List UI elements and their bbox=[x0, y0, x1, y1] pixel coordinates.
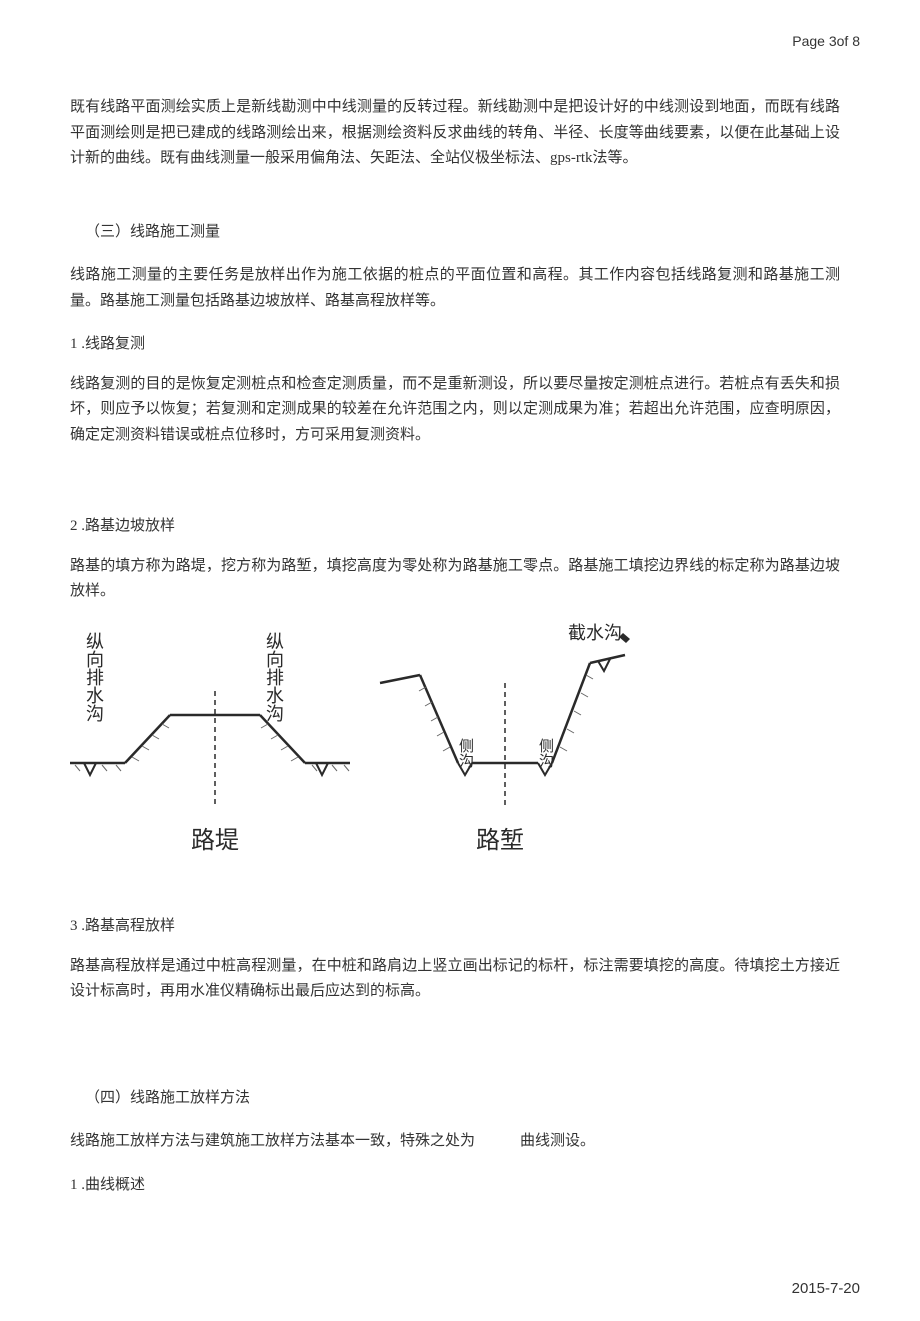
item-2-title: 2 .路基边坡放样 bbox=[70, 514, 840, 540]
svg-text:截水沟: 截水沟 bbox=[568, 623, 622, 643]
item-3-title: 3 .路基高程放样 bbox=[70, 914, 840, 940]
intro-paragraph: 既有线路平面测绘实质上是新线勘测中中线测量的反转过程。新线勘测中是把设计好的中线… bbox=[70, 95, 840, 172]
svg-text:路堤: 路堤 bbox=[191, 827, 239, 854]
item-1-title: 1 .线路复测 bbox=[70, 332, 840, 358]
section-4-item-1-title: 1 .曲线概述 bbox=[70, 1173, 840, 1199]
svg-text:纵向排水沟: 纵向排水沟 bbox=[84, 631, 104, 722]
cutting-figure: 截水沟 侧沟 侧沟 路堑 bbox=[380, 623, 630, 854]
document-body: 既有线路平面测绘实质上是新线勘测中中线测量的反转过程。新线勘测中是把设计好的中线… bbox=[70, 95, 840, 1198]
section-4-intro-b: 曲线测设。 bbox=[520, 1133, 595, 1149]
svg-text:侧沟: 侧沟 bbox=[537, 738, 554, 769]
roadbed-diagram: 纵向排水沟 纵向排水沟 路堤 bbox=[70, 623, 630, 893]
embankment-figure: 纵向排水沟 纵向排水沟 路堤 bbox=[70, 631, 350, 853]
page-number: Page 3of 8 bbox=[792, 30, 860, 54]
section-4-intro-a: 线路施工放样方法与建筑施工放样方法基本一致，特殊之处为 bbox=[70, 1133, 475, 1149]
section-3-intro: 线路施工测量的主要任务是放样出作为施工依据的桩点的平面位置和高程。其工作内容包括… bbox=[70, 263, 840, 314]
item-1-body: 线路复测的目的是恢复定测桩点和检查定测质量，而不是重新测设，所以要尽量按定测桩点… bbox=[70, 372, 840, 449]
svg-text:侧沟: 侧沟 bbox=[457, 738, 474, 769]
footer-date: 2015-7-20 bbox=[792, 1276, 860, 1302]
svg-text:纵向排水沟: 纵向排水沟 bbox=[264, 631, 284, 722]
section-4-title: （四）线路施工放样方法 bbox=[70, 1086, 840, 1112]
section-3-title: （三）线路施工测量 bbox=[70, 220, 840, 246]
section-4-intro: 线路施工放样方法与建筑施工放样方法基本一致，特殊之处为 曲线测设。 bbox=[70, 1129, 840, 1155]
svg-text:路堑: 路堑 bbox=[476, 827, 524, 854]
item-3-body: 路基高程放样是通过中桩高程测量，在中桩和路肩边上竖立画出标记的标杆，标注需要填挖… bbox=[70, 954, 840, 1005]
item-2-body: 路基的填方称为路堤，挖方称为路堑，填挖高度为零处称为路基施工零点。路基施工填挖边… bbox=[70, 554, 840, 605]
